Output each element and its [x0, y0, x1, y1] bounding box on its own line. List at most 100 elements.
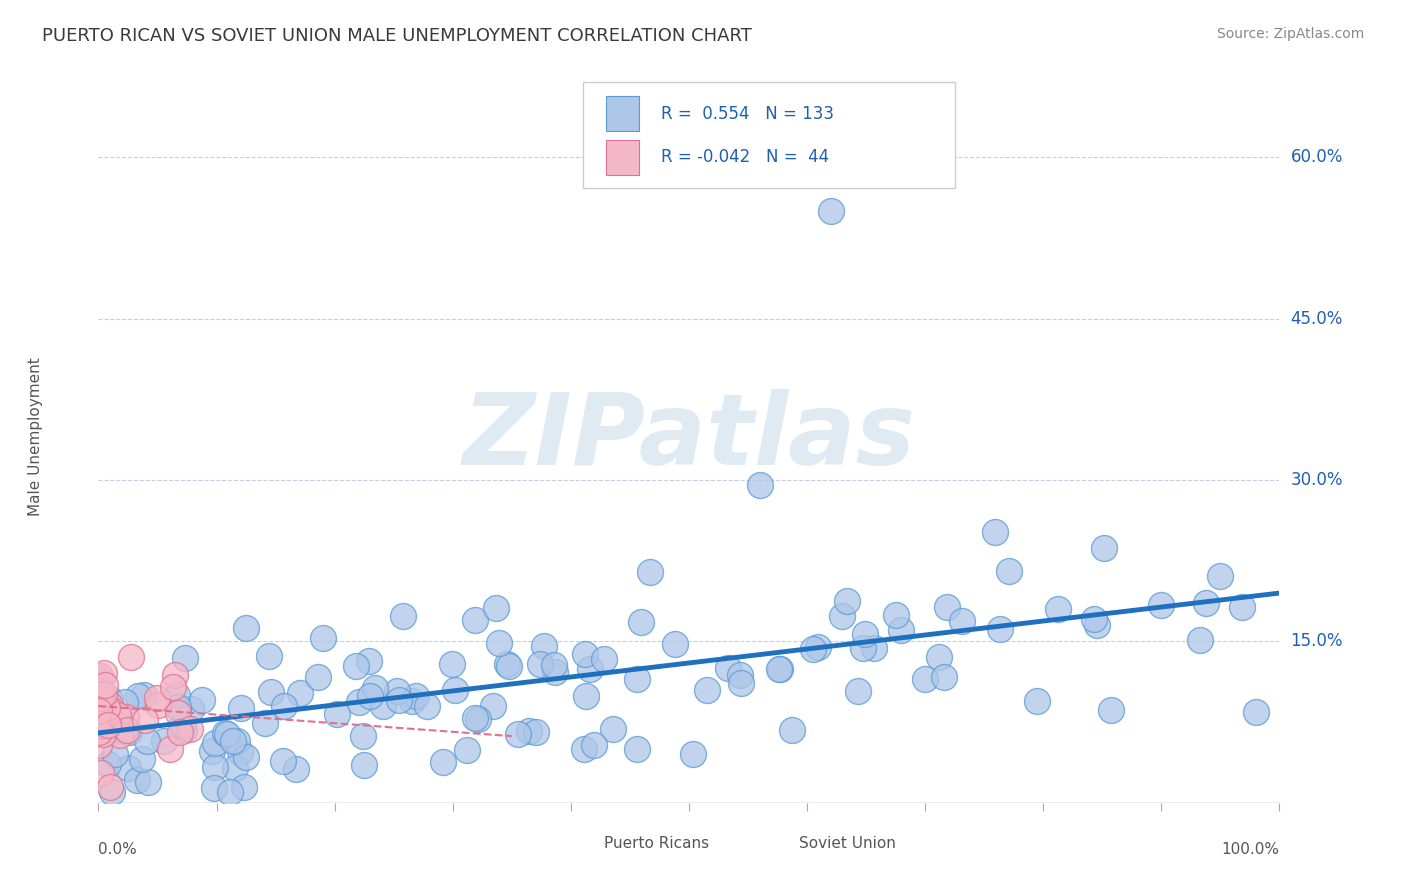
Point [638, 565, 661, 579]
Point [97, 718, 120, 732]
Point [572, 741, 595, 756]
Point [1085, 618, 1108, 632]
Point [273, 699, 295, 714]
Point [485, 601, 508, 615]
Point [222, 733, 245, 747]
Point [226, 734, 249, 748]
Point [90, 714, 112, 728]
Point [884, 608, 907, 623]
Point [290, 686, 312, 700]
FancyBboxPatch shape [606, 96, 640, 131]
Point [118, 724, 141, 739]
Point [853, 627, 876, 641]
Point [89, 691, 111, 706]
Point [682, 747, 704, 762]
Point [352, 729, 374, 743]
Point [768, 662, 790, 676]
Point [201, 744, 224, 758]
Point [215, 726, 238, 740]
Point [364, 681, 387, 695]
Text: 45.0%: 45.0% [1291, 310, 1343, 327]
Point [998, 564, 1021, 578]
Point [89, 697, 111, 711]
FancyBboxPatch shape [606, 139, 640, 175]
Point [574, 648, 596, 662]
Point [89, 672, 111, 686]
Point [529, 657, 551, 672]
Point [392, 609, 415, 624]
Point [831, 609, 853, 624]
Point [166, 688, 188, 702]
Point [87, 703, 110, 717]
Point [228, 745, 250, 759]
Point [932, 670, 955, 684]
Point [769, 662, 792, 676]
Point [138, 775, 160, 789]
Point [626, 672, 648, 686]
Point [1026, 694, 1049, 708]
Text: R =  0.554   N = 133: R = 0.554 N = 133 [661, 104, 834, 122]
Point [524, 725, 547, 739]
Point [401, 694, 423, 708]
Text: Male Unemployment: Male Unemployment [28, 358, 44, 516]
Point [441, 657, 464, 671]
Point [730, 675, 752, 690]
Point [87, 684, 110, 698]
Point [104, 747, 127, 761]
Point [166, 706, 188, 720]
Text: 30.0%: 30.0% [1291, 471, 1343, 489]
Point [467, 712, 489, 726]
Point [214, 726, 236, 740]
Point [807, 640, 830, 654]
Point [115, 723, 138, 737]
Point [801, 641, 824, 656]
Point [575, 689, 598, 703]
Text: R = -0.042   N =  44: R = -0.042 N = 44 [661, 148, 828, 166]
Point [482, 698, 505, 713]
FancyBboxPatch shape [571, 830, 596, 859]
Point [488, 636, 510, 650]
Point [405, 689, 427, 703]
Point [231, 701, 253, 715]
Point [846, 684, 869, 698]
Point [914, 672, 936, 686]
Point [98, 780, 121, 794]
Point [202, 780, 225, 795]
Point [285, 763, 308, 777]
Point [936, 600, 959, 615]
Point [159, 742, 181, 756]
Text: 0.0%: 0.0% [98, 842, 138, 856]
Point [108, 729, 131, 743]
Point [307, 670, 329, 684]
Point [90, 709, 112, 723]
Point [728, 668, 751, 682]
Point [180, 702, 202, 716]
Point [780, 723, 803, 738]
Point [89, 705, 111, 719]
Point [89, 685, 111, 699]
Point [1099, 703, 1122, 717]
Text: 15.0%: 15.0% [1291, 632, 1343, 650]
Point [359, 689, 381, 703]
Point [544, 665, 567, 680]
Point [326, 706, 349, 721]
Point [1046, 602, 1069, 616]
Point [416, 699, 439, 714]
Point [93, 665, 115, 680]
Point [602, 722, 624, 736]
Point [259, 648, 281, 663]
Point [179, 722, 201, 736]
Point [224, 761, 246, 775]
Point [162, 680, 184, 694]
Point [87, 705, 110, 719]
Point [132, 688, 155, 702]
Point [716, 661, 738, 675]
Point [127, 690, 149, 704]
Point [1230, 599, 1253, 614]
Point [253, 715, 276, 730]
Point [235, 749, 257, 764]
Point [582, 739, 605, 753]
Point [1188, 632, 1211, 647]
Point [204, 759, 226, 773]
Point [90, 766, 112, 780]
